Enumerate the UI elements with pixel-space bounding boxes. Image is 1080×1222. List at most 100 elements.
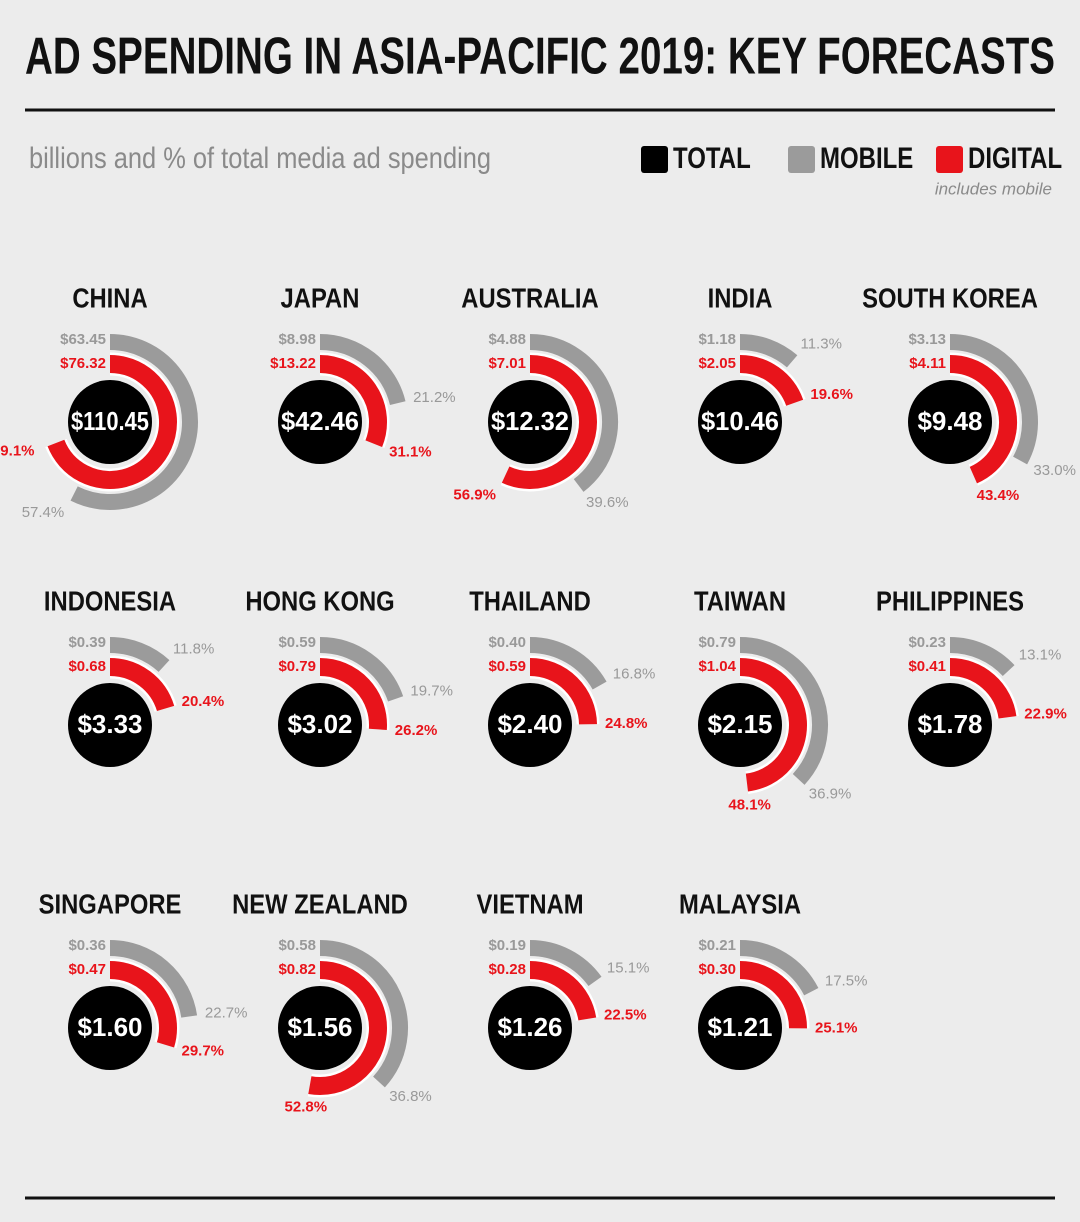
mobile-arc — [949, 334, 1038, 465]
total-label: $110.45 — [71, 406, 149, 436]
share-label: 48.1% — [728, 796, 771, 813]
country-label: THAILAND — [469, 585, 591, 617]
digital-arc — [739, 658, 807, 792]
share-label: 26.2% — [395, 722, 438, 739]
country-label: SOUTH KOREA — [862, 282, 1038, 314]
share-label: 15.1% — [607, 960, 650, 977]
share-label: 56.9% — [453, 486, 496, 503]
total-circle — [278, 986, 362, 1070]
share-label: 16.8% — [613, 666, 656, 683]
amount-label: $63.45 — [60, 331, 106, 348]
amount-label: $13.22 — [270, 355, 316, 372]
mobile-arc — [529, 334, 618, 492]
mobile-arc — [319, 334, 406, 406]
digital-arc — [319, 658, 387, 731]
mobile-arc — [739, 637, 828, 785]
share-label: 11.8% — [173, 641, 214, 658]
digital-arc — [109, 658, 175, 712]
mobile-arc — [739, 940, 819, 996]
total-label: $1.21 — [707, 1012, 772, 1042]
total-circle — [488, 683, 572, 767]
digital-arc — [109, 961, 177, 1048]
share-label: 43.4% — [977, 487, 1020, 504]
digital-arc — [308, 961, 387, 1095]
amount-label: $0.39 — [68, 634, 106, 651]
subtitle: billions and % of total media ad spendin… — [29, 142, 491, 175]
mobile-arc — [319, 940, 408, 1088]
total-label: $1.60 — [77, 1012, 142, 1042]
share-label: 11.3% — [800, 336, 841, 353]
amount-label: $76.32 — [60, 355, 106, 372]
country-label: MALAYSIA — [679, 888, 801, 920]
country-label: PHILIPPINES — [876, 585, 1024, 617]
amount-label: $0.41 — [908, 658, 946, 675]
amount-label: $8.98 — [278, 331, 316, 348]
share-label: 21.2% — [413, 389, 456, 406]
amount-label: $0.79 — [278, 658, 316, 675]
total-circle — [698, 986, 782, 1070]
total-label: $12.32 — [491, 406, 569, 436]
legend-label: MOBILE — [820, 140, 913, 174]
total-circle — [68, 380, 152, 464]
share-label: 39.6% — [586, 494, 629, 511]
share-label: 22.7% — [205, 1004, 248, 1021]
legend-swatch — [936, 146, 963, 173]
mobile-arc — [529, 940, 602, 987]
share-label: 20.4% — [182, 693, 225, 710]
share-label: 25.1% — [815, 1019, 858, 1036]
mobile-arc — [109, 940, 198, 1018]
share-label: 22.9% — [1024, 705, 1067, 722]
amount-label: $0.59 — [278, 634, 316, 651]
amount-label: $0.21 — [698, 937, 736, 954]
amount-label: $1.18 — [698, 331, 736, 348]
amount-label: $0.36 — [68, 937, 106, 954]
mobile-arc — [949, 637, 1015, 677]
total-circle — [488, 380, 572, 464]
share-label: 19.6% — [810, 386, 853, 403]
total-label: $9.48 — [917, 406, 982, 436]
digital-arc — [47, 355, 177, 489]
digital-arc — [949, 355, 1017, 484]
share-label: 19.7% — [410, 683, 453, 700]
share-label: 31.1% — [389, 443, 432, 460]
country-label: JAPAN — [281, 282, 360, 314]
digital-arc — [319, 355, 387, 448]
total-circle — [68, 683, 152, 767]
total-label: $1.78 — [917, 709, 982, 739]
country-label: SINGAPORE — [39, 888, 182, 920]
country-label: CHINA — [72, 282, 148, 314]
legend-swatch — [641, 146, 668, 173]
legend-note: includes mobile — [935, 179, 1052, 198]
digital-arc — [529, 658, 597, 725]
share-label: 17.5% — [825, 973, 868, 990]
share-label: 52.8% — [285, 1099, 328, 1116]
legend-label: TOTAL — [673, 140, 751, 174]
mobile-arc — [529, 637, 607, 690]
country-label: TAIWAN — [694, 585, 786, 617]
share-label: 24.8% — [605, 715, 648, 732]
legend-label: DIGITAL — [968, 140, 1062, 174]
mobile-arc — [109, 637, 170, 673]
digital-arc — [949, 658, 1017, 719]
country-label: NEW ZEALAND — [232, 888, 408, 920]
total-label: $3.02 — [287, 709, 352, 739]
mobile-arc — [739, 334, 798, 368]
total-label: $2.15 — [707, 709, 772, 739]
legend-swatch — [788, 146, 815, 173]
country-label: VIETNAM — [476, 888, 583, 920]
mobile-arc — [70, 334, 198, 510]
total-circle — [698, 683, 782, 767]
total-label: $3.33 — [77, 709, 142, 739]
share-label: 57.4% — [22, 504, 65, 521]
share-label: 33.0% — [1033, 462, 1076, 479]
total-label: $2.40 — [497, 709, 562, 739]
total-label: $10.46 — [701, 406, 779, 436]
amount-label: $2.05 — [698, 355, 736, 372]
amount-label: $0.19 — [488, 937, 526, 954]
amount-label: $4.11 — [909, 355, 946, 372]
share-label: 36.9% — [809, 785, 852, 802]
share-label: 69.1% — [0, 442, 35, 459]
amount-label: $4.88 — [488, 331, 526, 348]
